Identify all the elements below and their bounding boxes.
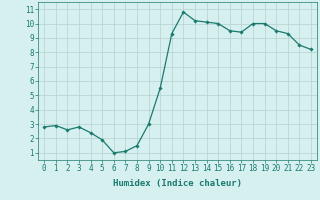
X-axis label: Humidex (Indice chaleur): Humidex (Indice chaleur)	[113, 179, 242, 188]
